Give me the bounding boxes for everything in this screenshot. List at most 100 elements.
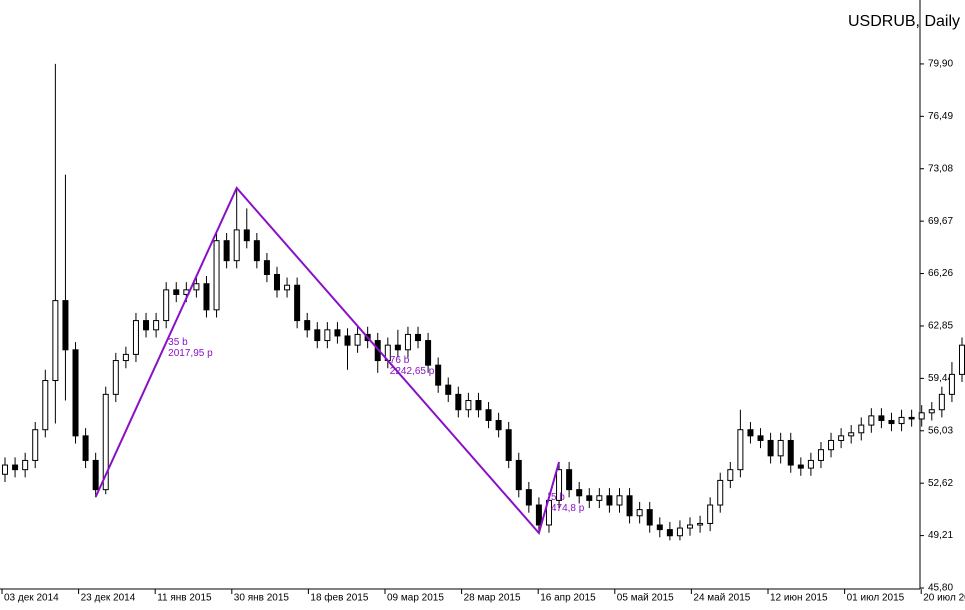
candle-body <box>616 495 623 506</box>
candle-body <box>314 329 321 342</box>
candle-body <box>525 489 532 506</box>
y-tick-label: 49,21 <box>928 530 953 541</box>
x-tick-label: 05 май 2015 <box>617 593 674 604</box>
candle-body <box>354 333 361 346</box>
candle-body <box>92 459 99 491</box>
candle-body <box>415 333 422 342</box>
candle-body <box>72 349 79 437</box>
candle-body <box>666 529 673 537</box>
y-tick-label: 69,67 <box>928 216 953 227</box>
candle-body <box>253 240 260 262</box>
candle-body <box>465 400 472 411</box>
candle-body <box>848 432 855 437</box>
candle-body <box>747 429 754 437</box>
x-tick-label: 09 мар 2015 <box>387 593 444 604</box>
candle-body <box>717 479 724 506</box>
candle-body <box>12 464 19 471</box>
candle-body <box>112 360 119 395</box>
candle-body <box>697 522 704 526</box>
candle-body <box>223 240 230 262</box>
x-tick-label: 03 дек 2014 <box>4 593 59 604</box>
candle-body <box>898 416 905 425</box>
candle-body <box>485 409 492 421</box>
candle-body <box>213 240 220 311</box>
candle-body <box>284 284 291 291</box>
candle-body <box>32 429 39 461</box>
x-tick-label: 18 фев 2015 <box>310 592 368 604</box>
annotation: 474,8 p <box>551 503 585 514</box>
x-tick-label: 01 июл 2015 <box>847 593 905 604</box>
annotation: 5 b <box>551 492 565 503</box>
candle-body <box>767 439 774 457</box>
candle-body <box>122 353 129 362</box>
candle-body <box>233 229 240 262</box>
candle-body <box>596 495 603 501</box>
x-tick-label: 16 апр 2015 <box>540 593 596 604</box>
candle-body <box>273 273 280 291</box>
candle-body <box>505 429 512 461</box>
candle-body <box>707 504 714 524</box>
candle-body <box>858 424 865 434</box>
candle-body <box>203 283 210 311</box>
y-tick-label: 76,49 <box>928 111 953 122</box>
chart-title: USDRUB, Daily <box>848 13 960 30</box>
annotation: 76 b <box>390 355 410 366</box>
candle-body <box>495 419 502 431</box>
candle-body <box>102 393 109 491</box>
y-tick-label: 66,26 <box>928 268 953 279</box>
candle-body <box>687 524 694 529</box>
candle-body <box>727 469 734 481</box>
candle-body <box>838 435 845 441</box>
candle-body <box>193 283 200 291</box>
candle-body <box>475 400 482 411</box>
candle-body <box>959 344 965 375</box>
candle-body <box>435 364 442 386</box>
x-tick-label: 20 июл 20 <box>923 593 965 604</box>
candle-body <box>817 449 824 461</box>
candle-body <box>425 340 432 366</box>
candle-body <box>263 260 270 275</box>
y-tick-label: 79,90 <box>928 59 953 70</box>
candle-body <box>828 439 835 451</box>
candle-body <box>294 284 301 322</box>
candle-body <box>606 495 613 506</box>
x-tick-label: 24 май 2015 <box>693 593 750 604</box>
candle-body <box>445 384 452 395</box>
x-tick-label: 12 июн 2015 <box>770 593 828 604</box>
y-tick-label: 52,62 <box>928 478 953 489</box>
candle-body <box>42 380 49 431</box>
candle-body <box>777 439 784 457</box>
y-tick-label: 73,08 <box>928 163 953 174</box>
candle-body <box>888 419 895 425</box>
candle-body <box>938 393 945 411</box>
candle-body <box>918 412 925 420</box>
candle-body <box>52 300 59 382</box>
x-tick-label: 11 янв 2015 <box>157 593 212 604</box>
candle-body <box>586 495 593 501</box>
candle-body <box>868 415 875 426</box>
y-tick-label: 62,85 <box>928 321 953 332</box>
candle-body <box>324 329 331 342</box>
candle-body <box>757 435 764 441</box>
candle-body <box>515 459 522 491</box>
candle-body <box>908 416 915 420</box>
candle-body <box>676 527 683 537</box>
candle-body <box>2 464 8 475</box>
candle-body <box>344 335 351 346</box>
candle-body <box>82 435 89 461</box>
candle-body <box>576 489 583 497</box>
candle-body <box>556 469 563 501</box>
candle-body <box>646 509 653 526</box>
x-tick-label: 30 янв 2015 <box>234 593 290 604</box>
candle-body <box>304 320 311 331</box>
candle-body <box>394 344 401 351</box>
candle-body <box>455 393 462 411</box>
y-tick-label: 56,03 <box>928 425 953 436</box>
candle-body <box>132 320 139 355</box>
x-tick-label: 23 дек 2014 <box>81 593 136 604</box>
candle-body <box>243 229 250 242</box>
candle-body <box>334 329 341 337</box>
candle-body <box>535 504 542 526</box>
candle-body <box>807 459 814 469</box>
